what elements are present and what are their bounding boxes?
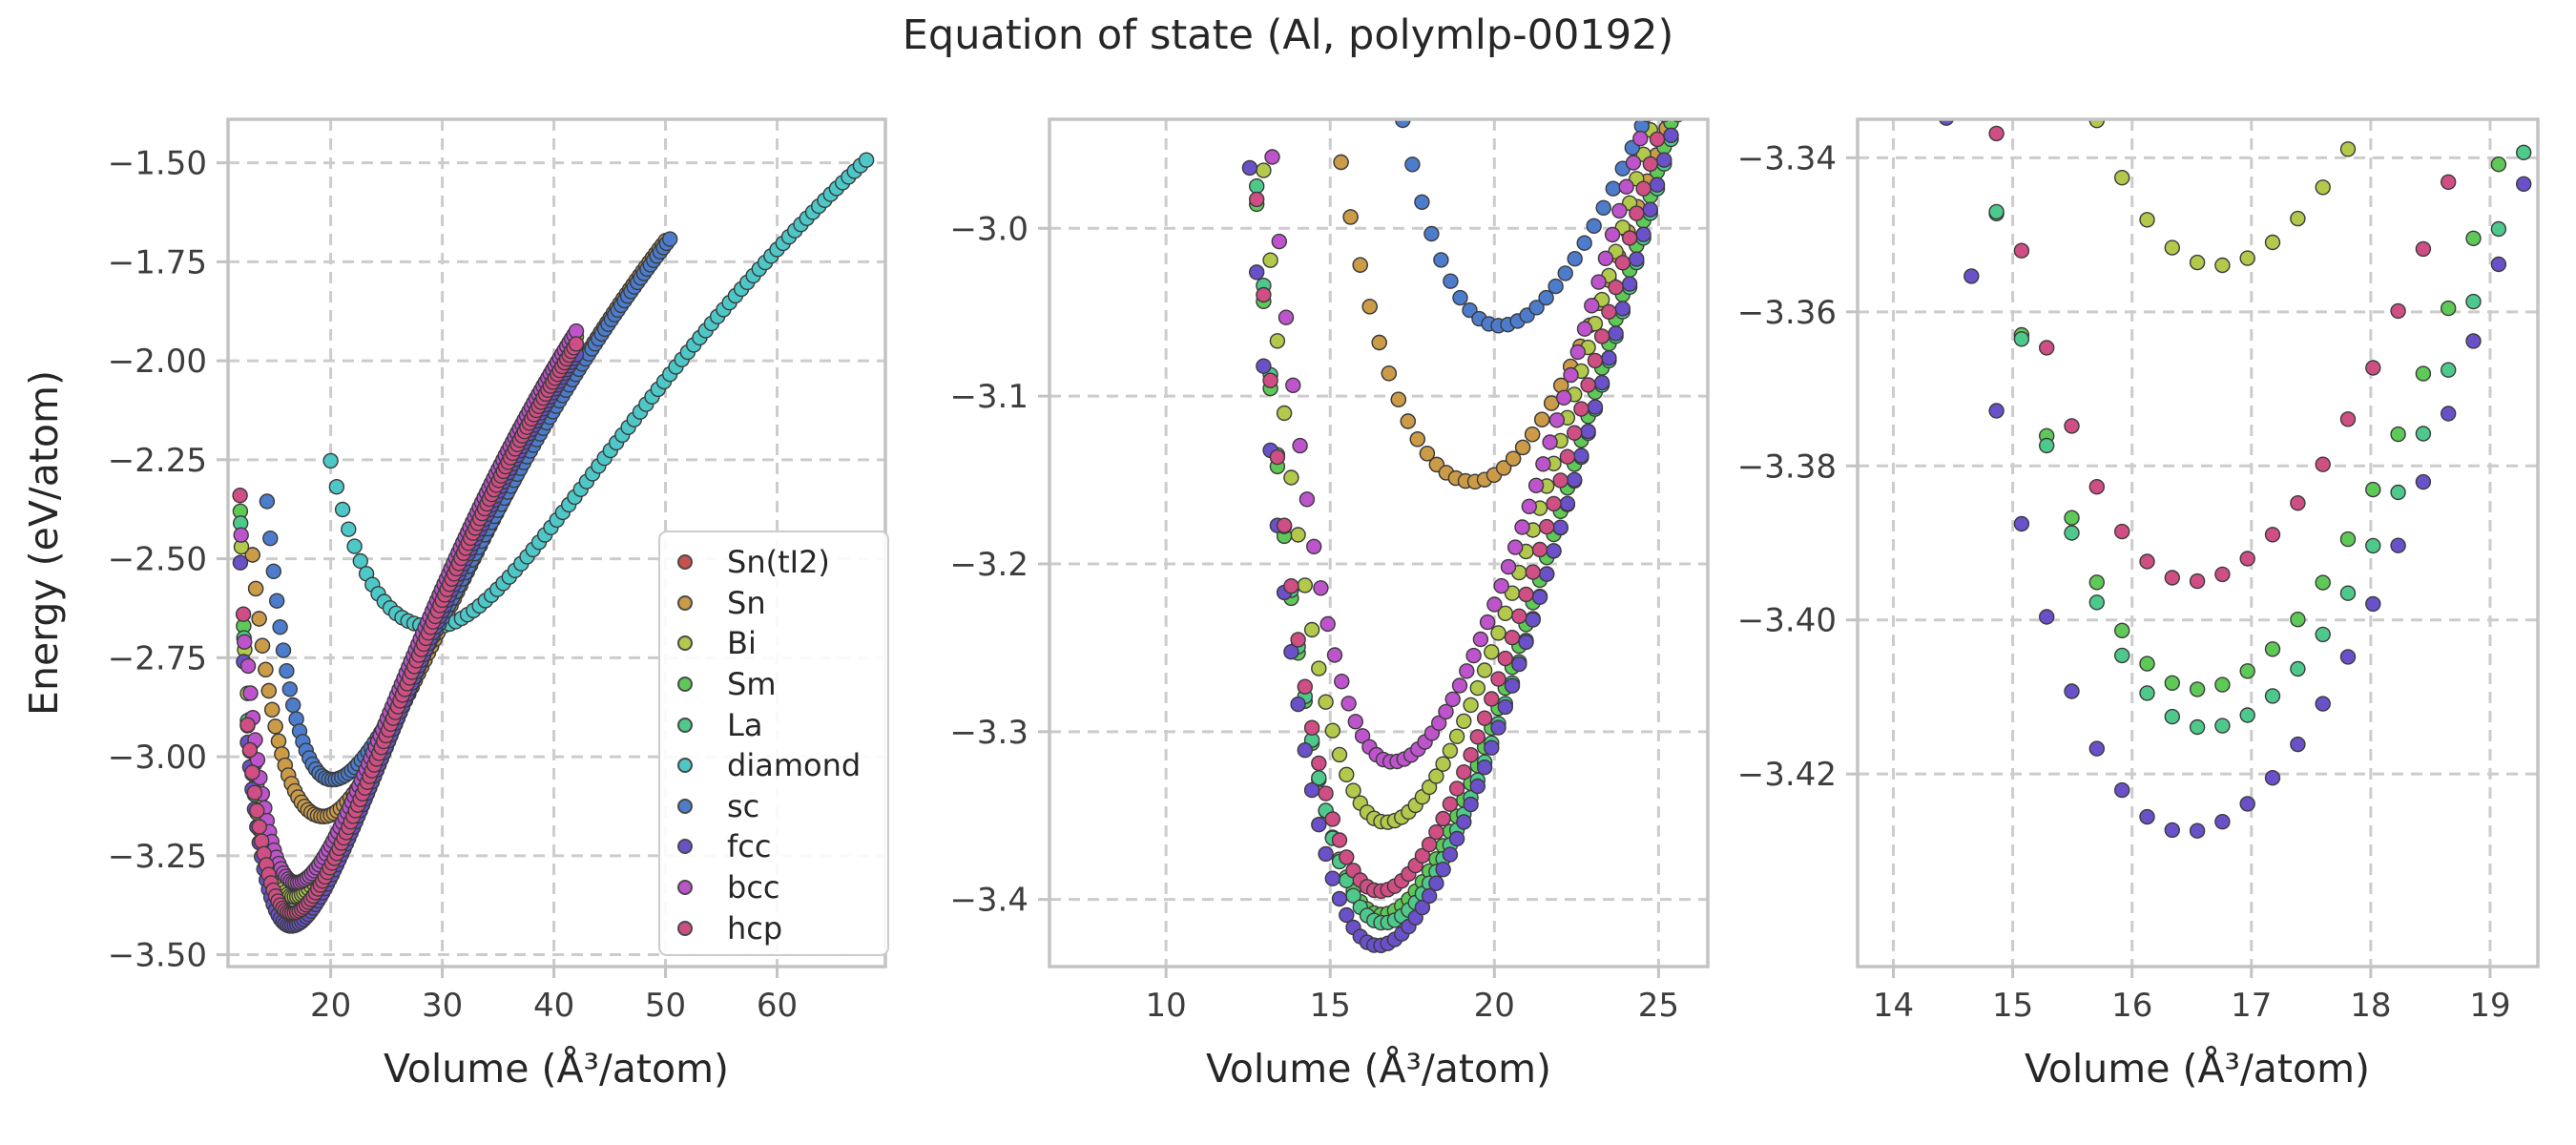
y-tick-labels-subplot-2: −3.42 −3.40 −3.38 −3.36 −3.34 xyxy=(1737,139,1837,794)
legend-item-la: La xyxy=(677,704,887,745)
series-sc-points-subplot-0 xyxy=(259,231,678,788)
svg-text:−3.25: −3.25 xyxy=(108,838,207,876)
series-hcp-points-subplot-1 xyxy=(1248,119,1671,899)
legend-marker-bcc-icon xyxy=(677,880,693,896)
legend-label-hcp: hcp xyxy=(727,909,783,947)
svg-text:20: 20 xyxy=(310,987,351,1025)
svg-text:−3.42: −3.42 xyxy=(1737,756,1837,794)
svg-text:15: 15 xyxy=(1992,987,2033,1025)
legend-item-fcc: fcc xyxy=(677,826,887,867)
legend: Sn(tI2) Sn Bi Sm La diamond sc fcc bcc hcp xyxy=(658,531,889,956)
legend-marker-sm-icon xyxy=(677,677,693,693)
series-diamond-points-subplot-0 xyxy=(322,152,875,635)
legend-marker-hcp-icon xyxy=(677,920,693,936)
svg-text:−2.75: −2.75 xyxy=(108,639,207,677)
legend-label-bi: Bi xyxy=(727,625,757,662)
svg-text:30: 30 xyxy=(422,987,463,1025)
svg-text:−3.0: −3.0 xyxy=(949,210,1028,248)
x-axis-label-right: Volume (Å³/atom) xyxy=(2024,1046,2371,1092)
svg-text:−1.75: −1.75 xyxy=(108,243,207,281)
svg-text:15: 15 xyxy=(1310,987,1351,1025)
legend-label-sn-ti2: Sn(tI2) xyxy=(727,544,830,581)
legend-label-sm: Sm xyxy=(727,666,777,703)
legend-item-sn: Sn xyxy=(677,583,887,624)
axes-spine-subplot-1 xyxy=(1048,117,1710,968)
legend-label-bcc: bcc xyxy=(727,869,780,906)
legend-label-sc: sc xyxy=(727,787,760,824)
svg-text:19: 19 xyxy=(2469,987,2510,1025)
tick-marks-subplot-0 xyxy=(217,161,779,978)
svg-text:14: 14 xyxy=(1873,987,1914,1025)
svg-text:−3.36: −3.36 xyxy=(1737,294,1837,332)
svg-text:50: 50 xyxy=(645,987,686,1025)
svg-text:17: 17 xyxy=(2231,987,2272,1025)
series-bi-points-subplot-2 xyxy=(2088,119,2357,274)
legend-item-bcc: bcc xyxy=(677,867,887,908)
legend-marker-la-icon xyxy=(677,717,693,733)
svg-text:−3.40: −3.40 xyxy=(1737,602,1837,640)
legend-marker-fcc-icon xyxy=(677,839,693,855)
svg-text:18: 18 xyxy=(2350,987,2391,1025)
legend-item-diamond: diamond xyxy=(677,745,887,786)
svg-text:10: 10 xyxy=(1146,987,1187,1025)
legend-item-bi: Bi xyxy=(677,623,887,664)
tick-marks-subplot-2 xyxy=(1846,156,2492,978)
legend-item-sc: sc xyxy=(677,786,887,827)
svg-text:−2.50: −2.50 xyxy=(108,541,207,579)
x-tick-labels-subplot-0: 20 30 40 50 60 xyxy=(310,987,798,1025)
y-tick-labels-subplot-1: −3.4 −3.3 −3.2 −3.1 −3.0 xyxy=(949,210,1028,919)
svg-text:−3.1: −3.1 xyxy=(949,378,1028,416)
svg-text:16: 16 xyxy=(2111,987,2152,1025)
legend-marker-sc-icon xyxy=(677,798,693,814)
series-hcp-points-subplot-2 xyxy=(1988,125,2457,590)
legend-marker-sn-icon xyxy=(677,594,693,611)
svg-text:20: 20 xyxy=(1474,987,1515,1025)
series-bi-points-subplot-1 xyxy=(1256,121,1659,830)
x-axis-label-middle: Volume (Å³/atom) xyxy=(1205,1046,1552,1092)
svg-text:−3.2: −3.2 xyxy=(949,546,1028,584)
figure-title: Equation of state (Al, polymlp-00192) xyxy=(902,11,1674,59)
legend-label-sn: Sn xyxy=(727,584,766,621)
series-fcc-points-subplot-2 xyxy=(1938,119,2532,839)
series-la-points-subplot-2 xyxy=(1988,144,2532,736)
series-sc-points-subplot-1 xyxy=(1395,119,1650,334)
series-bcc-points-subplot-1 xyxy=(1264,119,1653,770)
legend-marker-sn-ti2-icon xyxy=(677,554,693,571)
svg-text:−2.25: −2.25 xyxy=(108,442,207,480)
svg-text:−3.4: −3.4 xyxy=(949,882,1028,920)
svg-text:−1.50: −1.50 xyxy=(108,145,207,183)
grid-subplot-1 xyxy=(1049,119,1708,967)
legend-label-la: La xyxy=(727,706,763,743)
svg-text:−3.3: −3.3 xyxy=(949,714,1028,752)
legend-item-sm: Sm xyxy=(677,664,887,705)
series-hcp-points-subplot-0 xyxy=(232,336,585,922)
svg-text:−3.34: −3.34 xyxy=(1737,139,1837,177)
legend-item-sn-ti2: Sn(tI2) xyxy=(677,542,887,583)
legend-item-hcp: hcp xyxy=(677,907,887,948)
svg-text:60: 60 xyxy=(757,987,798,1025)
svg-text:−3.50: −3.50 xyxy=(108,937,207,975)
svg-text:−2.00: −2.00 xyxy=(108,343,207,381)
legend-marker-diamond-icon xyxy=(677,758,693,774)
y-tick-labels-subplot-0: −3.50 −3.25 −3.00 −2.75 −2.50 −2.25 −2.00 −1.75… xyxy=(108,145,207,975)
legend-label-diamond: diamond xyxy=(727,747,862,784)
grid-subplot-2 xyxy=(1858,119,2538,967)
x-tick-labels-subplot-1: 10 15 20 25 xyxy=(1146,987,1679,1025)
svg-text:−3.38: −3.38 xyxy=(1737,448,1837,486)
axes-spine-subplot-2 xyxy=(1856,117,2540,968)
svg-text:25: 25 xyxy=(1638,987,1679,1025)
svg-text:40: 40 xyxy=(533,987,574,1025)
x-axis-label-left: Volume (Å³/atom) xyxy=(383,1046,730,1092)
legend-marker-bi-icon xyxy=(677,635,693,652)
x-tick-labels-subplot-2: 14 15 16 17 18 19 xyxy=(1873,987,2511,1025)
legend-label-fcc: fcc xyxy=(727,828,772,865)
tick-marks-subplot-1 xyxy=(1038,226,1660,978)
series-fcc-points-subplot-1 xyxy=(1241,127,1679,953)
svg-text:−3.00: −3.00 xyxy=(108,739,207,777)
